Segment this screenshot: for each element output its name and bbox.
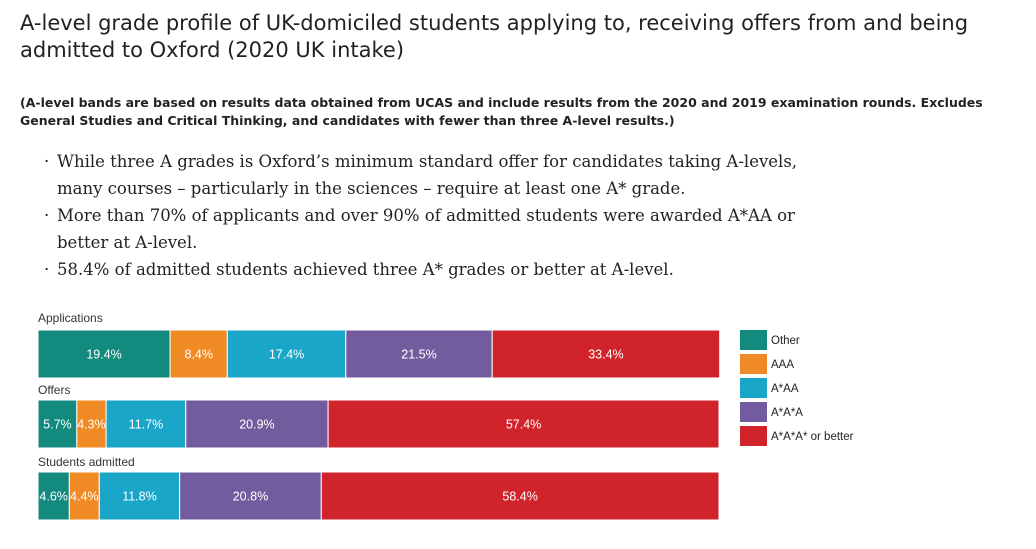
- bar-segment-astarastara: [179, 471, 322, 521]
- key-point: More than 70% of applicants and over 90%…: [44, 202, 844, 256]
- legend-swatch-astaraa: [740, 378, 767, 398]
- data-label: 33.4%: [588, 348, 623, 362]
- legend-label-other: Other: [771, 335, 800, 347]
- legend-swatch-astarastarastar-or-better: [740, 426, 767, 446]
- category-label-applications: Applications: [38, 311, 103, 325]
- key-point: 58.4% of admitted students achieved thre…: [44, 256, 844, 283]
- methodology-note: (A-level bands are based on results data…: [20, 95, 983, 128]
- bar-segment-astaraa: [98, 471, 181, 521]
- stacked-bar-chart: Applications 19.4% 8.4% 17.4% 21.5% 33.4% Offe…: [37, 311, 854, 521]
- bar-segment-astarastarastar-or-better: [491, 329, 721, 379]
- bar-segment-astarastara: [185, 399, 329, 449]
- category-label-students-admitted: Students admitted: [38, 455, 135, 469]
- bar-segment-aaa: [76, 399, 107, 449]
- bar-segment-other: [37, 329, 171, 379]
- legend-label-astarastarastar-or-better: A*A*A* or better: [771, 431, 854, 443]
- data-label: 4.4%: [70, 490, 99, 504]
- legend-label-astarastara: A*A*A: [771, 407, 803, 419]
- data-label: 58.4%: [502, 490, 537, 504]
- key-point: While three A grades is Oxford’s minimum…: [44, 148, 844, 202]
- bar-segment-astaraa: [226, 329, 347, 379]
- key-points-list: While three A grades is Oxford’s minimum…: [44, 148, 844, 283]
- legend-swatch-other: [740, 330, 767, 350]
- data-label: 8.4%: [184, 348, 213, 362]
- bar-segment-astarastarastar-or-better: [327, 399, 720, 449]
- data-label: 5.7%: [43, 418, 72, 432]
- category-label-offers: Offers: [38, 383, 70, 397]
- bar-segment-aaa: [68, 471, 100, 521]
- data-label: 4.6%: [39, 490, 68, 504]
- legend-label-aaa: AAA: [771, 359, 794, 371]
- data-label: 17.4%: [269, 348, 304, 362]
- bar-segment-astarastara: [345, 329, 493, 379]
- bar-segment-aaa: [169, 329, 228, 379]
- data-label: 11.8%: [122, 490, 157, 504]
- data-label: 19.4%: [86, 348, 121, 362]
- data-label: 4.3%: [77, 418, 106, 432]
- bar-segment-astarastarastar-or-better: [320, 471, 720, 521]
- bar-segment-other: [37, 399, 78, 449]
- data-label: 11.7%: [129, 418, 164, 432]
- data-label: 20.8%: [233, 490, 268, 504]
- legend-swatch-astarastara: [740, 402, 767, 422]
- legend-swatch-aaa: [740, 354, 767, 374]
- data-label: 20.9%: [239, 418, 274, 432]
- chart-title: A-level grade profile of UK-domiciled st…: [20, 11, 969, 62]
- bar-segment-astaraa: [105, 399, 187, 449]
- data-label: 21.5%: [401, 348, 436, 362]
- legend-label-astaraa: A*AA: [771, 383, 799, 395]
- data-label: 57.4%: [506, 418, 541, 432]
